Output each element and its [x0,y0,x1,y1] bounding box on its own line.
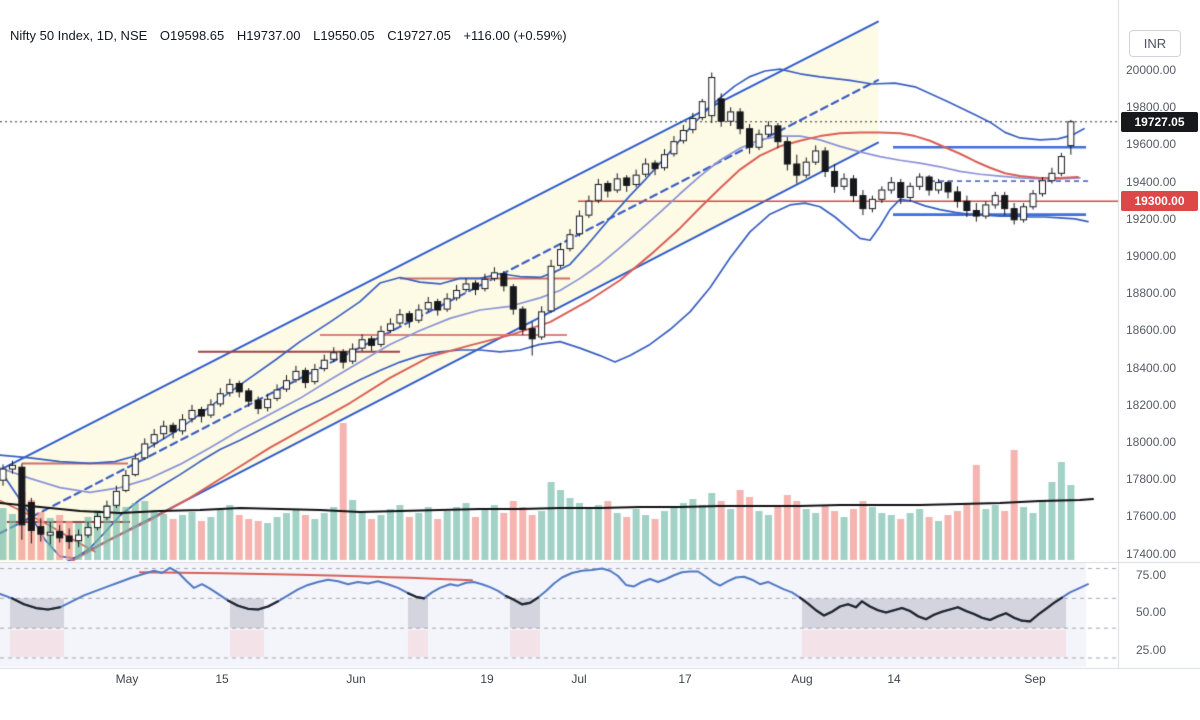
time-axis-label: 15 [215,672,229,686]
price-axis-label: 18000.00 [1126,435,1177,449]
time-axis-label: 17 [678,672,692,686]
price-axis-label: 18800.00 [1126,286,1177,301]
time-axis-label: Jun [346,672,366,686]
last-price-badge: 19727.05 [1121,111,1198,132]
rsi-axis-label: 50.00 [1136,605,1167,620]
ohlc-low: L19550.05 [313,28,375,43]
price-axis-label: 18400.00 [1126,360,1177,375]
price-axis-label: 17400.00 [1126,546,1177,561]
currency-button[interactable]: INR [1129,30,1181,57]
price-axis-label: 18600.00 [1126,323,1177,338]
price-axis-label: 19000.00 [1126,249,1177,263]
ohlc-close: C19727.05 [387,28,451,43]
time-axis-label: Jul [571,672,587,686]
ohlc-high: H19737.00 [236,28,301,43]
symbol-header: Nifty 50 Index, 1D, NSE O19598.65 H19737… [10,28,576,43]
symbol-title[interactable]: Nifty 50 Index, 1D, NSE [10,28,148,43]
ohlc-open: O19598.65 [159,28,225,43]
price-axis-label: 18200.00 [1126,397,1177,412]
price-axis-label: 19400.00 [1126,174,1177,189]
time-axis-label: May [115,672,139,686]
time-axis-label: Aug [791,672,813,686]
time-axis-label: 14 [887,672,901,686]
price-axis-label: 20000.00 [1126,63,1177,77]
time-axis-label: Sep [1024,672,1046,686]
price-level-badge: 19300.00 [1121,191,1198,212]
price-axis-label: 17800.00 [1126,472,1177,487]
price-axis-label: 17600.00 [1126,509,1177,524]
price-axis-label: 19600.00 [1126,137,1177,152]
price-axis-label: 19200.00 [1126,211,1177,226]
price-axis-label: 19800.00 [1126,100,1177,115]
time-axis-label: 19 [480,672,494,686]
ohlc-change: +116.00 (+0.59%) [463,28,567,43]
rsi-axis-label: 25.00 [1136,642,1167,657]
rsi-axis-label: 75.00 [1136,568,1167,582]
